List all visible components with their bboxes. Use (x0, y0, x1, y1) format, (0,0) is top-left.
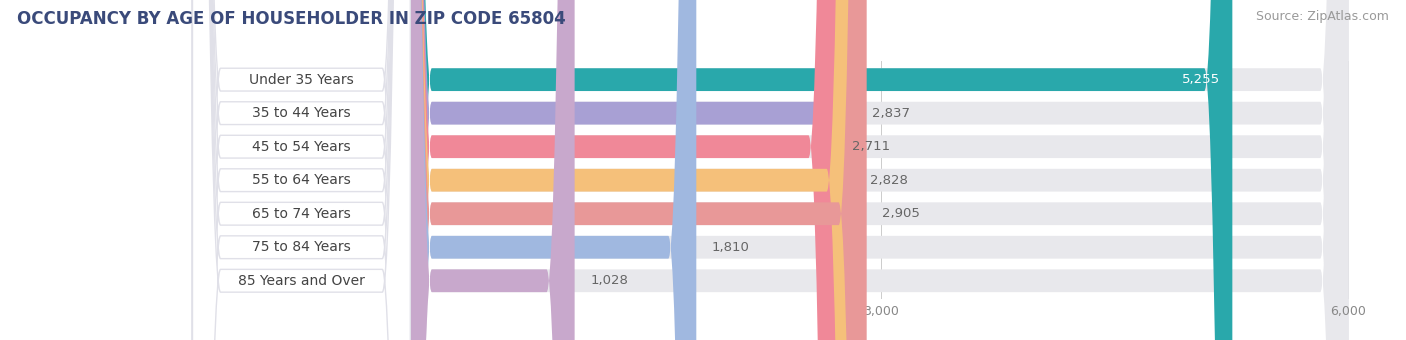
FancyBboxPatch shape (404, 0, 866, 340)
FancyBboxPatch shape (404, 0, 575, 340)
FancyBboxPatch shape (193, 0, 411, 340)
Text: 75 to 84 Years: 75 to 84 Years (252, 240, 350, 254)
Text: 45 to 54 Years: 45 to 54 Years (252, 140, 350, 154)
Text: 1,810: 1,810 (711, 241, 749, 254)
FancyBboxPatch shape (193, 0, 411, 340)
FancyBboxPatch shape (193, 0, 411, 340)
Text: 2,905: 2,905 (882, 207, 920, 220)
FancyBboxPatch shape (193, 0, 411, 340)
FancyBboxPatch shape (404, 0, 1348, 340)
Text: 2,837: 2,837 (872, 107, 910, 120)
Text: 5,255: 5,255 (1182, 73, 1220, 86)
Text: OCCUPANCY BY AGE OF HOUSEHOLDER IN ZIP CODE 65804: OCCUPANCY BY AGE OF HOUSEHOLDER IN ZIP C… (17, 10, 565, 28)
FancyBboxPatch shape (404, 0, 1348, 340)
FancyBboxPatch shape (404, 0, 856, 340)
Text: 55 to 64 Years: 55 to 64 Years (252, 173, 350, 187)
FancyBboxPatch shape (404, 0, 1348, 340)
Text: 65 to 74 Years: 65 to 74 Years (252, 207, 350, 221)
FancyBboxPatch shape (404, 0, 1348, 340)
FancyBboxPatch shape (404, 0, 1348, 340)
FancyBboxPatch shape (193, 0, 411, 340)
Text: Under 35 Years: Under 35 Years (249, 73, 354, 87)
FancyBboxPatch shape (404, 0, 1348, 340)
FancyBboxPatch shape (193, 0, 411, 340)
Text: 2,711: 2,711 (852, 140, 890, 153)
FancyBboxPatch shape (193, 0, 411, 340)
Text: Source: ZipAtlas.com: Source: ZipAtlas.com (1256, 10, 1389, 23)
FancyBboxPatch shape (404, 0, 837, 340)
Text: 2,828: 2,828 (870, 174, 908, 187)
Text: 1,028: 1,028 (591, 274, 628, 287)
Text: 85 Years and Over: 85 Years and Over (238, 274, 364, 288)
Text: 35 to 44 Years: 35 to 44 Years (252, 106, 350, 120)
FancyBboxPatch shape (404, 0, 1348, 340)
FancyBboxPatch shape (404, 0, 1232, 340)
FancyBboxPatch shape (404, 0, 696, 340)
FancyBboxPatch shape (404, 0, 855, 340)
